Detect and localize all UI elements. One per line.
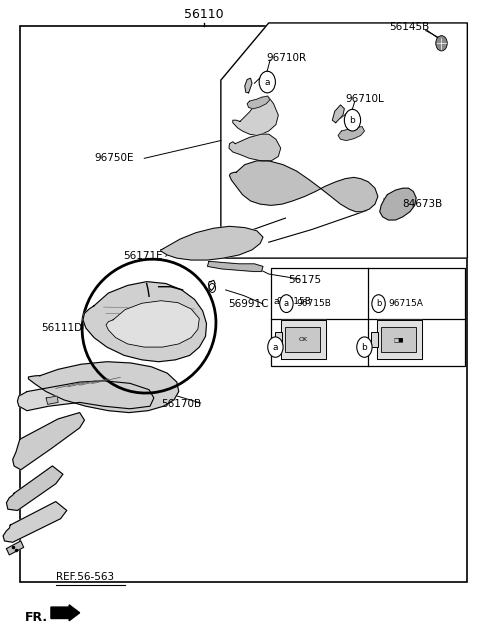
Text: 96710R: 96710R: [266, 53, 306, 63]
Polygon shape: [338, 127, 364, 141]
Circle shape: [268, 337, 283, 357]
Polygon shape: [160, 226, 263, 260]
Text: 56171E: 56171E: [123, 251, 162, 261]
FancyBboxPatch shape: [275, 332, 282, 347]
Text: □■: □■: [394, 337, 404, 342]
Text: 56991C: 56991C: [228, 299, 268, 309]
Text: 56111D: 56111D: [41, 323, 83, 333]
Text: 56110: 56110: [184, 8, 224, 21]
Circle shape: [280, 295, 293, 313]
Text: b: b: [349, 116, 355, 125]
Polygon shape: [229, 134, 281, 161]
Text: 56170B: 56170B: [161, 399, 201, 410]
Polygon shape: [12, 413, 84, 469]
Text: 96715B: 96715B: [296, 299, 331, 308]
Text: FR.: FR.: [24, 611, 48, 624]
Polygon shape: [6, 466, 63, 510]
Polygon shape: [245, 78, 252, 93]
Text: 96715A: 96715A: [388, 299, 423, 308]
Text: b: b: [376, 299, 381, 308]
Text: 96715B: 96715B: [276, 297, 311, 306]
Polygon shape: [380, 188, 416, 220]
Circle shape: [436, 36, 447, 51]
Polygon shape: [221, 23, 468, 258]
Text: a: a: [284, 299, 289, 308]
Polygon shape: [377, 320, 422, 359]
Text: OK: OK: [298, 337, 307, 342]
Text: 96750E: 96750E: [94, 154, 133, 163]
FancyBboxPatch shape: [271, 268, 465, 366]
Text: 96710L: 96710L: [345, 94, 384, 104]
Polygon shape: [17, 381, 154, 411]
Circle shape: [259, 71, 276, 93]
Circle shape: [357, 337, 372, 357]
Polygon shape: [3, 501, 67, 542]
Circle shape: [344, 110, 360, 131]
Text: 84673B: 84673B: [403, 199, 443, 209]
FancyBboxPatch shape: [286, 327, 320, 352]
Text: b: b: [361, 343, 367, 352]
Text: a: a: [273, 297, 279, 306]
Circle shape: [372, 295, 385, 313]
FancyArrow shape: [51, 605, 80, 620]
Polygon shape: [6, 541, 24, 555]
Polygon shape: [233, 97, 278, 136]
FancyBboxPatch shape: [382, 327, 416, 352]
Text: REF.56-563: REF.56-563: [56, 571, 114, 582]
Text: a: a: [264, 78, 270, 87]
Text: a: a: [273, 343, 278, 352]
FancyBboxPatch shape: [20, 26, 468, 582]
Polygon shape: [332, 105, 344, 123]
FancyBboxPatch shape: [371, 332, 378, 347]
Polygon shape: [207, 261, 263, 271]
Text: 56145B: 56145B: [389, 22, 429, 32]
Polygon shape: [83, 282, 206, 362]
Polygon shape: [281, 320, 326, 359]
Polygon shape: [28, 362, 179, 413]
Polygon shape: [46, 396, 58, 404]
Polygon shape: [247, 96, 270, 109]
Text: 56175: 56175: [288, 275, 321, 285]
Polygon shape: [106, 301, 199, 347]
Polygon shape: [229, 161, 378, 211]
